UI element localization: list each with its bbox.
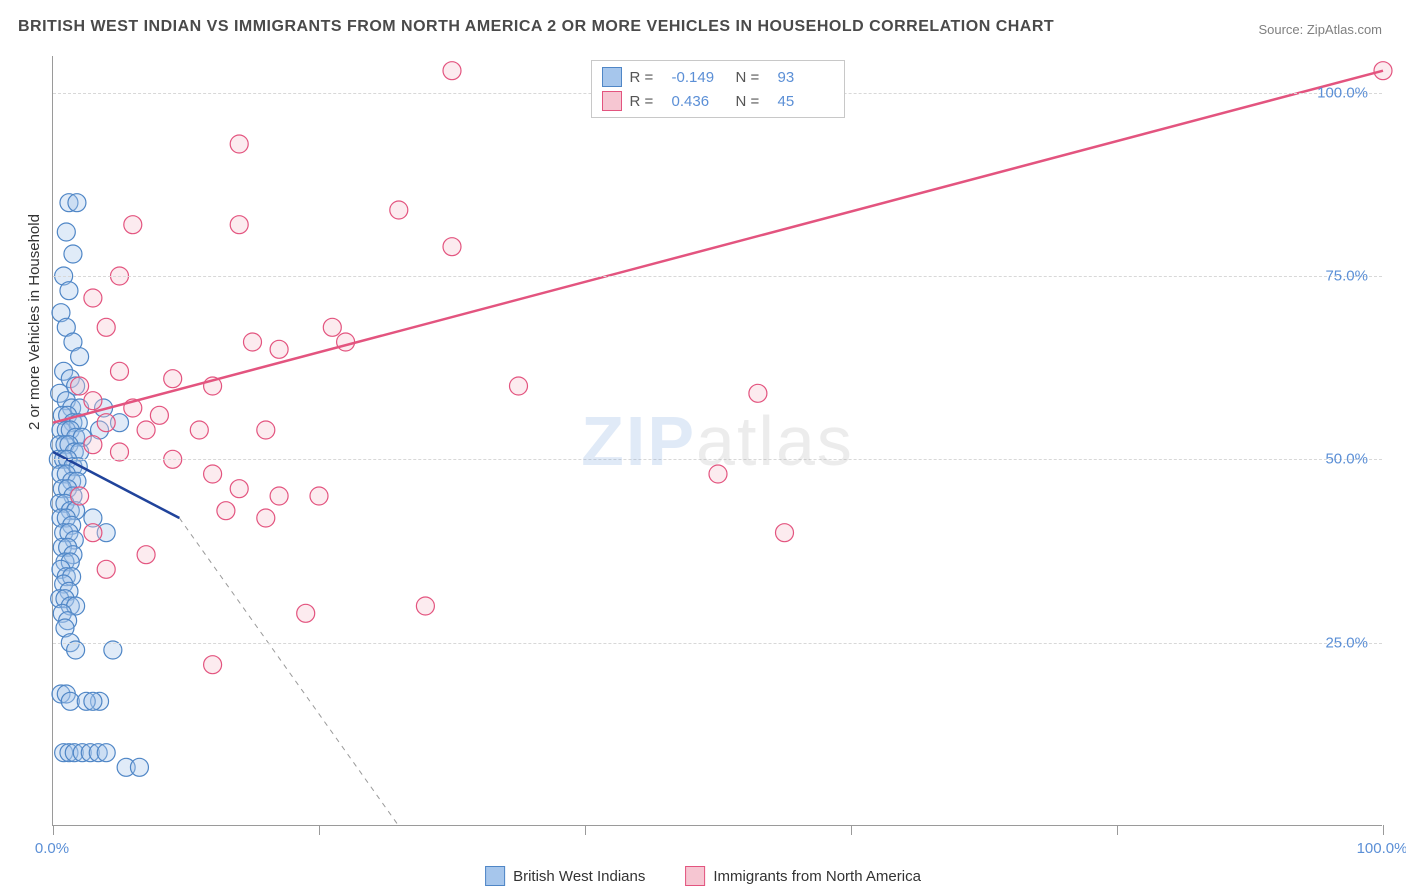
chart-title: BRITISH WEST INDIAN VS IMMIGRANTS FROM N…: [18, 18, 1054, 36]
data-point: [111, 362, 129, 380]
data-point: [190, 421, 208, 439]
data-point: [61, 692, 79, 710]
legend-swatch: [685, 866, 705, 886]
data-point: [97, 318, 115, 336]
legend-item: Immigrants from North America: [685, 866, 921, 886]
data-point: [709, 465, 727, 483]
data-point: [323, 318, 341, 336]
x-tick: [319, 825, 320, 835]
legend-stats: R = -0.149 N = 93 R = 0.436 N = 45: [591, 60, 845, 118]
data-point: [124, 216, 142, 234]
data-point: [97, 560, 115, 578]
data-point: [71, 377, 89, 395]
data-point: [57, 223, 75, 241]
data-point: [68, 194, 86, 212]
x-tick: [585, 825, 586, 835]
data-point: [204, 465, 222, 483]
x-tick: [1117, 825, 1118, 835]
data-point: [60, 282, 78, 300]
data-point: [416, 597, 434, 615]
gridline: [53, 643, 1382, 644]
legend-stat-row: R = -0.149 N = 93: [602, 65, 834, 89]
legend-item: British West Indians: [485, 866, 645, 886]
data-point: [443, 238, 461, 256]
source-label: Source: ZipAtlas.com: [1258, 22, 1382, 37]
data-point: [244, 333, 262, 351]
y-tick-label: 100.0%: [1317, 84, 1368, 101]
data-point: [230, 216, 248, 234]
data-point: [84, 289, 102, 307]
y-axis-label: 2 or more Vehicles in Household: [26, 214, 43, 430]
data-point: [137, 546, 155, 564]
legend-stat-row: R = 0.436 N = 45: [602, 89, 834, 113]
data-point: [270, 340, 288, 358]
data-point: [443, 62, 461, 80]
x-tick: [851, 825, 852, 835]
data-point: [510, 377, 528, 395]
legend-swatch: [485, 866, 505, 886]
r-label: R =: [630, 69, 664, 86]
legend-swatch: [602, 67, 622, 87]
data-point: [257, 509, 275, 527]
data-point: [230, 480, 248, 498]
x-tick: [1383, 825, 1384, 835]
x-tick-label: 0.0%: [35, 840, 69, 857]
data-point: [64, 245, 82, 263]
trend-line: [53, 71, 1383, 423]
data-point: [164, 370, 182, 388]
r-value: 0.436: [672, 93, 728, 110]
x-tick: [53, 825, 54, 835]
data-point: [71, 487, 89, 505]
legend-series: British West Indians Immigrants from Nort…: [485, 866, 921, 886]
data-point: [749, 384, 767, 402]
data-point: [230, 135, 248, 153]
data-point: [97, 414, 115, 432]
legend-label: Immigrants from North America: [713, 868, 921, 885]
y-tick-label: 75.0%: [1325, 268, 1368, 285]
n-value: 93: [778, 69, 834, 86]
data-point: [67, 641, 85, 659]
data-point: [84, 524, 102, 542]
data-point: [71, 348, 89, 366]
data-point: [150, 406, 168, 424]
data-point: [776, 524, 794, 542]
data-point: [270, 487, 288, 505]
n-value: 45: [778, 93, 834, 110]
data-point: [111, 443, 129, 461]
r-label: R =: [630, 93, 664, 110]
y-tick-label: 50.0%: [1325, 451, 1368, 468]
legend-swatch: [602, 91, 622, 111]
chart-svg: [53, 56, 1382, 825]
n-label: N =: [736, 69, 770, 86]
data-point: [297, 604, 315, 622]
data-point: [310, 487, 328, 505]
gridline: [53, 276, 1382, 277]
data-point: [137, 421, 155, 439]
data-point: [104, 641, 122, 659]
x-tick-label: 100.0%: [1357, 840, 1406, 857]
data-point: [97, 744, 115, 762]
data-point: [84, 436, 102, 454]
plot-area: ZIPatlas R =-0.149N =93R =0.436N =45 25.…: [52, 56, 1382, 826]
n-label: N =: [736, 93, 770, 110]
data-point: [257, 421, 275, 439]
data-point: [84, 392, 102, 410]
data-point: [217, 502, 235, 520]
data-point: [390, 201, 408, 219]
data-point: [84, 692, 102, 710]
data-point: [130, 758, 148, 776]
legend-label: British West Indians: [513, 868, 645, 885]
gridline: [53, 459, 1382, 460]
data-point: [204, 656, 222, 674]
y-tick-label: 25.0%: [1325, 634, 1368, 651]
r-value: -0.149: [672, 69, 728, 86]
data-point: [337, 333, 355, 351]
